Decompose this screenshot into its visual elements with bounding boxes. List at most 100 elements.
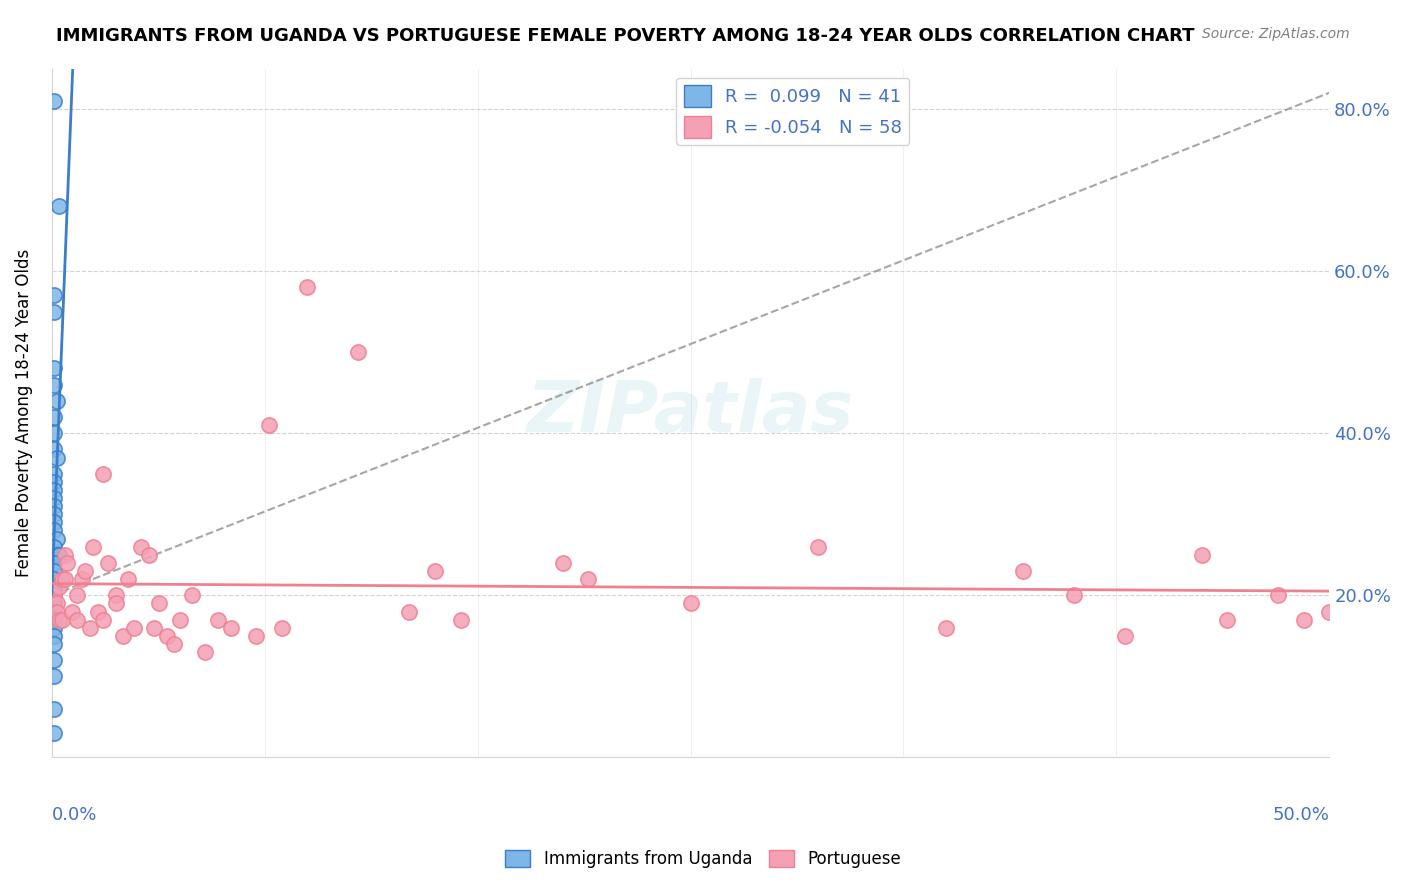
Point xyxy=(66,613,89,627)
Point xyxy=(104,596,127,610)
Point xyxy=(44,629,66,643)
Point xyxy=(53,572,76,586)
Point xyxy=(44,580,66,594)
Point xyxy=(423,564,446,578)
Point xyxy=(1292,613,1315,627)
Point xyxy=(169,613,191,627)
Point xyxy=(44,426,66,441)
Point xyxy=(44,410,66,425)
Point xyxy=(44,588,66,602)
Point xyxy=(1011,564,1033,578)
Point xyxy=(79,621,101,635)
Text: 50.0%: 50.0% xyxy=(1272,805,1329,823)
Point xyxy=(44,361,66,376)
Point xyxy=(44,556,66,570)
Point xyxy=(1114,629,1136,643)
Point xyxy=(270,621,292,635)
Point xyxy=(48,580,70,594)
Point xyxy=(156,629,179,643)
Point xyxy=(44,442,66,457)
Point xyxy=(45,596,67,610)
Legend: Immigrants from Uganda, Portuguese: Immigrants from Uganda, Portuguese xyxy=(499,843,907,875)
Point xyxy=(112,629,135,643)
Y-axis label: Female Poverty Among 18-24 Year Olds: Female Poverty Among 18-24 Year Olds xyxy=(15,249,32,577)
Text: 0.0%: 0.0% xyxy=(52,805,97,823)
Point xyxy=(44,613,66,627)
Point xyxy=(51,613,73,627)
Point xyxy=(935,621,957,635)
Point xyxy=(104,588,127,602)
Point xyxy=(194,645,217,659)
Point xyxy=(398,605,420,619)
Point xyxy=(53,548,76,562)
Point xyxy=(45,548,67,562)
Point xyxy=(56,556,79,570)
Point xyxy=(91,613,114,627)
Legend: R =  0.099   N = 41, R = -0.054   N = 58: R = 0.099 N = 41, R = -0.054 N = 58 xyxy=(676,78,910,145)
Point xyxy=(122,621,145,635)
Point xyxy=(138,548,160,562)
Point xyxy=(142,621,165,635)
Point xyxy=(44,564,66,578)
Point xyxy=(44,621,66,635)
Point xyxy=(163,637,186,651)
Point xyxy=(44,588,66,602)
Point xyxy=(1063,588,1085,602)
Point xyxy=(44,304,66,318)
Point xyxy=(245,629,267,643)
Point xyxy=(44,491,66,505)
Point xyxy=(450,613,472,627)
Point xyxy=(44,637,66,651)
Point xyxy=(117,572,139,586)
Point xyxy=(44,669,66,683)
Point xyxy=(576,572,599,586)
Point xyxy=(44,580,66,594)
Point xyxy=(297,280,319,294)
Point xyxy=(44,572,66,586)
Point xyxy=(207,613,229,627)
Point xyxy=(97,556,120,570)
Point xyxy=(44,588,66,602)
Point xyxy=(51,572,73,586)
Point xyxy=(44,524,66,538)
Point xyxy=(44,467,66,481)
Point xyxy=(44,726,66,740)
Point xyxy=(48,613,70,627)
Text: IMMIGRANTS FROM UGANDA VS PORTUGUESE FEMALE POVERTY AMONG 18-24 YEAR OLDS CORREL: IMMIGRANTS FROM UGANDA VS PORTUGUESE FEM… xyxy=(56,27,1195,45)
Point xyxy=(45,450,67,465)
Point xyxy=(44,653,66,667)
Point xyxy=(44,605,66,619)
Point xyxy=(551,556,574,570)
Point xyxy=(45,605,67,619)
Point xyxy=(87,605,110,619)
Point xyxy=(1191,548,1213,562)
Point xyxy=(44,499,66,513)
Point xyxy=(44,475,66,489)
Point xyxy=(66,588,89,602)
Point xyxy=(72,572,94,586)
Point xyxy=(44,483,66,497)
Point xyxy=(44,516,66,530)
Point xyxy=(148,596,170,610)
Point xyxy=(129,540,152,554)
Point xyxy=(48,199,70,213)
Point xyxy=(45,532,67,546)
Point xyxy=(44,377,66,392)
Point xyxy=(60,605,83,619)
Point xyxy=(219,621,242,635)
Point xyxy=(91,467,114,481)
Point xyxy=(44,540,66,554)
Point xyxy=(45,393,67,408)
Text: ZIPatlas: ZIPatlas xyxy=(527,378,855,448)
Point xyxy=(679,596,702,610)
Point xyxy=(82,540,104,554)
Point xyxy=(1267,588,1289,602)
Point xyxy=(44,288,66,302)
Point xyxy=(347,345,370,359)
Point xyxy=(181,588,204,602)
Point xyxy=(1216,613,1239,627)
Point xyxy=(257,418,280,433)
Point xyxy=(44,508,66,522)
Text: Source: ZipAtlas.com: Source: ZipAtlas.com xyxy=(1202,27,1350,41)
Point xyxy=(807,540,830,554)
